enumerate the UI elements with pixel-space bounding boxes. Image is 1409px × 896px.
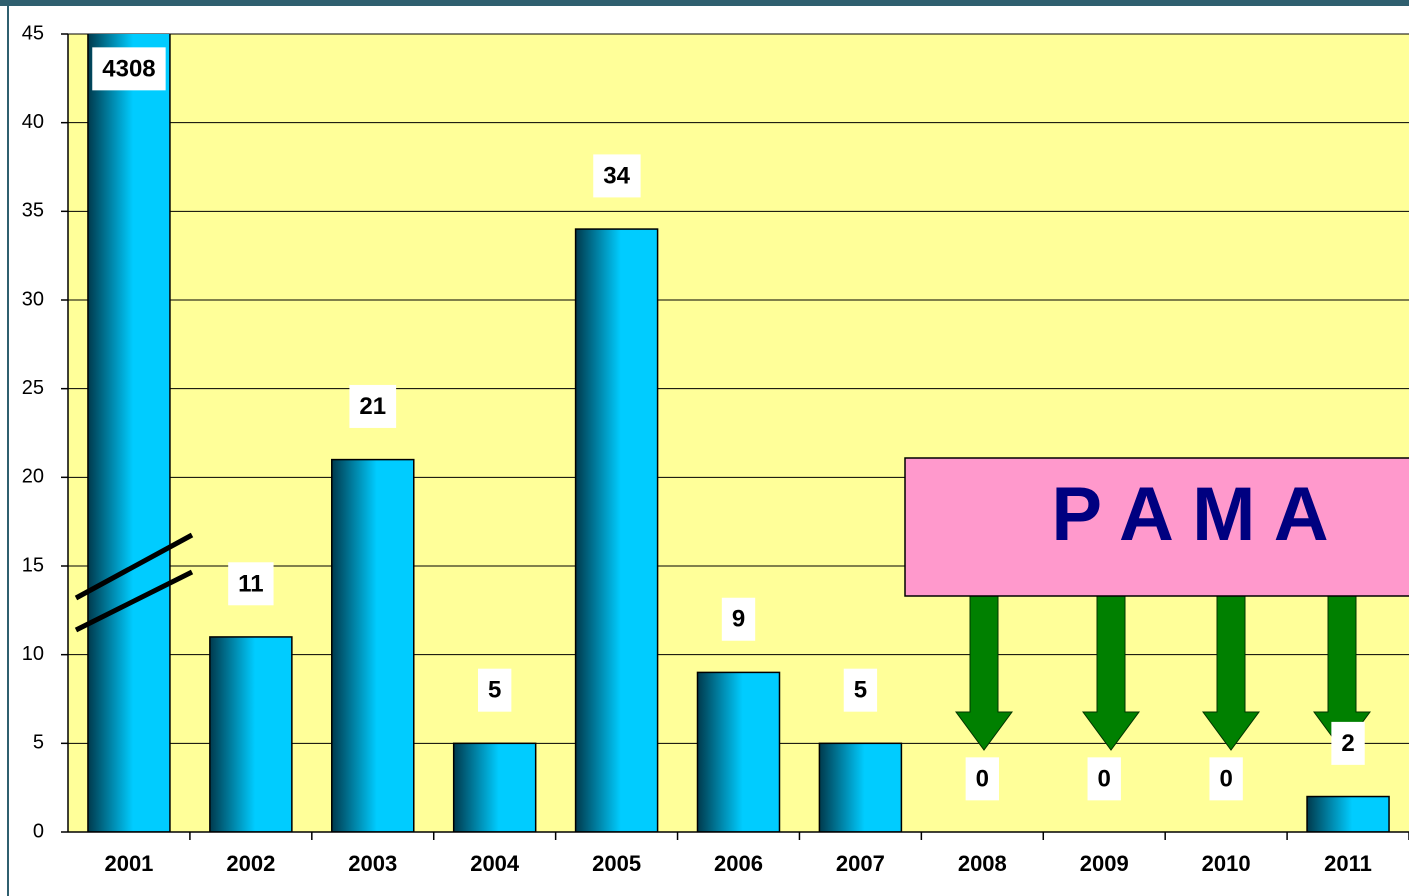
x-tick-label: 2001	[104, 851, 153, 876]
data-label-box	[965, 757, 999, 801]
y-tick-label: 25	[22, 377, 44, 399]
y-tick-label: 45	[22, 22, 44, 44]
bar	[696, 671, 781, 832]
annotation: P A M A	[1051, 472, 1328, 557]
y-tick-label: 40	[22, 111, 44, 133]
x-tick-label: 2008	[958, 851, 1007, 876]
data-label: 2	[1341, 730, 1354, 757]
x-tick-label: 2010	[1202, 851, 1251, 876]
data-label-box	[1209, 757, 1243, 801]
x-tick-label: 2002	[226, 851, 275, 876]
bar	[818, 742, 903, 832]
break-line	[74, 532, 194, 601]
data-label: 4308	[102, 55, 155, 82]
data-label-box	[1331, 721, 1365, 765]
data-label: 0	[1098, 765, 1111, 792]
data-label: 0	[1219, 765, 1232, 792]
x-tick-label: 2011	[1324, 851, 1372, 876]
arrow	[1202, 594, 1260, 751]
data-label-box	[721, 597, 756, 641]
x-tick-label: 2004	[470, 851, 520, 876]
x-tick-label: 2007	[836, 851, 885, 876]
data-label-box	[349, 384, 397, 428]
data-label-box	[593, 154, 641, 198]
y-tick-label: 0	[33, 820, 44, 842]
y-tick-label: 5	[33, 732, 44, 754]
bar-group	[87, 34, 1390, 832]
y-tick-label: 30	[22, 288, 44, 310]
data-label: 21	[359, 393, 386, 420]
bar	[209, 636, 293, 832]
data-label: 11	[238, 570, 263, 597]
data-label: 9	[732, 606, 745, 633]
y-tick-label: 20	[22, 466, 44, 488]
data-label: 5	[488, 677, 501, 704]
data-label: 0	[976, 765, 989, 792]
arrow	[955, 594, 1013, 751]
bar	[87, 34, 171, 832]
arrows	[955, 594, 1371, 751]
y-tick-label: 35	[22, 200, 44, 222]
x-tick-label: 2009	[1080, 851, 1129, 876]
annotation-box	[904, 457, 1409, 597]
data-label: 5	[854, 677, 867, 704]
x-tick-label: 2006	[714, 851, 763, 876]
top-border	[0, 0, 1409, 6]
x-tick-label: 2003	[348, 851, 397, 876]
break-line	[74, 569, 194, 633]
data-label-box	[1087, 757, 1121, 801]
data-label-box	[478, 668, 512, 712]
y-tick-label: 10	[22, 643, 44, 665]
data-label-box	[843, 668, 878, 712]
bar	[331, 458, 415, 832]
data-label-box	[228, 562, 274, 606]
bar	[574, 228, 659, 832]
bar	[452, 742, 537, 832]
data-label: 34	[603, 162, 630, 189]
axis-break	[74, 532, 194, 633]
x-tick-label: 2005	[592, 851, 641, 876]
bar	[1306, 795, 1390, 832]
y-tick-label: 15	[22, 554, 44, 576]
arrow	[1082, 594, 1140, 751]
data-label-box	[92, 47, 166, 91]
